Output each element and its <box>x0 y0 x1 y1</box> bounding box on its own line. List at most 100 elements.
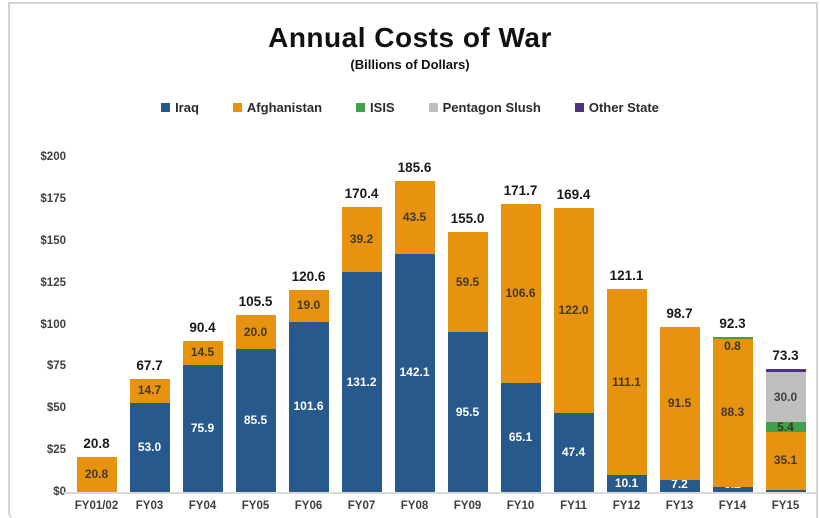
bar-segment-label: 47.4 <box>561 444 586 459</box>
x-axis-label: FY15 <box>771 500 800 512</box>
bar-segment-label: 39.2 <box>349 231 374 246</box>
legend-item-other-state: Other State <box>574 100 659 115</box>
bar-segment-label: 7.2 <box>671 476 688 491</box>
bar-segment <box>712 337 753 339</box>
x-axis-label: FY08 <box>400 500 429 512</box>
x-axis-label: FY01/02 <box>74 500 119 512</box>
x-axis-label: FY14 <box>718 500 747 512</box>
bar-segment <box>341 206 382 273</box>
bar-segment-label: 35.1 <box>773 453 798 468</box>
bar-total-label: 90.4 <box>189 319 216 335</box>
bar-segment-label: 0.8 <box>724 338 741 353</box>
x-axis-label: FY10 <box>506 500 535 512</box>
bar-segment <box>341 272 382 492</box>
y-axis-label: $200 <box>40 151 66 163</box>
x-axis-label: FY06 <box>294 500 323 512</box>
bar-segment <box>235 315 276 349</box>
x-axis-line <box>64 492 818 494</box>
bar-segment <box>288 321 329 492</box>
bar-segment <box>182 364 223 492</box>
x-axis-label: FY07 <box>347 500 376 512</box>
bar-segment <box>235 348 276 492</box>
bar-segment <box>553 208 594 413</box>
bar-segment-label: 111.1 <box>612 374 641 389</box>
bar-segment <box>76 457 117 492</box>
bar-segment-label: 131.2 <box>346 374 377 389</box>
bar-total-label: 155.0 <box>450 211 485 227</box>
bar-segment-label: 53.0 <box>137 440 162 455</box>
chart-title: Annual Costs of War <box>268 22 552 53</box>
x-axis-label: FY09 <box>453 500 482 512</box>
legend-label: Other State <box>588 100 659 115</box>
chart-legend: Iraq Afghanistan ISIS Pentagon Slush Other S… <box>0 100 820 115</box>
bar-segment-label: 106.6 <box>505 286 536 301</box>
bar-total-label: 169.4 <box>556 187 591 203</box>
bar-segment <box>659 479 700 492</box>
chart-subtitle: (Billions of Dollars) <box>350 57 470 72</box>
y-axis-label: $150 <box>40 234 66 247</box>
bar-segment-label: 14.7 <box>137 383 162 398</box>
bar-total-label: 121.1 <box>609 268 644 284</box>
bar-segment <box>765 372 806 423</box>
legend-label: Pentagon Slush <box>442 100 541 115</box>
x-axis-label: FY05 <box>241 500 270 512</box>
bar-segment-label: 30.0 <box>773 389 798 404</box>
bar-segment-label: 95.5 <box>455 404 480 419</box>
bar-segment <box>765 369 806 373</box>
y-axis-label: $125 <box>40 276 66 289</box>
y-axis-label: $100 <box>40 318 66 331</box>
x-axis-label: FY04 <box>188 500 217 512</box>
legend-color-chip <box>161 103 171 112</box>
bar-segment-label: 19.0 <box>296 298 321 313</box>
bar-segment <box>765 422 806 432</box>
legend-color-chip <box>232 103 242 112</box>
legend-item-isis: ISIS <box>356 100 395 115</box>
bar-segment <box>394 253 435 492</box>
bar-segment-label: 122.0 <box>558 302 589 317</box>
bar-segment <box>129 403 170 492</box>
bar-segment-label: 59.5 <box>455 274 480 289</box>
bar-segment <box>500 204 541 383</box>
legend-item-iraq: Iraq <box>161 100 199 115</box>
bar-segment-label: 43.5 <box>402 210 427 225</box>
bar-segment <box>553 412 594 492</box>
legend-item-pentagon-slush: Pentagon Slush <box>428 100 541 115</box>
bar-segment <box>765 490 806 492</box>
bar-segment-label: 88.3 <box>720 405 745 420</box>
bar-segment-label: 20.8 <box>84 467 109 482</box>
bar-total-label: 170.4 <box>344 185 379 201</box>
bar-segment-label: 5.4 <box>777 419 794 434</box>
bar-total-label: 92.3 <box>719 316 746 332</box>
bar-segment <box>394 181 435 254</box>
bar-segment-label: 10.1 <box>614 476 639 491</box>
bar-segment <box>606 288 647 476</box>
bar-total-label: 185.6 <box>397 160 432 176</box>
y-axis-label: $0 <box>53 486 66 498</box>
bar-total-label: 171.7 <box>503 183 538 199</box>
bar-segment <box>712 338 753 487</box>
y-axis-label: $175 <box>40 192 66 205</box>
x-axis-label: FY13 <box>665 500 694 512</box>
bar-total-label: 98.7 <box>666 305 693 321</box>
bar-total-label: 67.7 <box>136 357 163 373</box>
bar-segment <box>712 486 753 492</box>
y-axis-label: $25 <box>46 444 66 457</box>
x-axis-label: FY12 <box>612 500 641 512</box>
bar-segment <box>765 431 806 491</box>
legend-color-chip <box>356 103 366 112</box>
x-axis-label: FY03 <box>135 500 164 512</box>
bar-total-label: 20.8 <box>83 436 110 452</box>
bar-total-label: 105.5 <box>238 294 273 310</box>
legend-label: Iraq <box>175 100 199 115</box>
bar-segment-label: 14.5 <box>190 345 215 360</box>
legend-label: ISIS <box>370 100 395 115</box>
bar-segment <box>182 340 223 365</box>
bar-segment <box>129 378 170 404</box>
legend-color-chip <box>574 103 584 112</box>
bar-segment-label: 75.9 <box>190 420 215 435</box>
bar-segment <box>447 332 488 492</box>
legend-color-chip <box>428 103 438 112</box>
bar-segment-label: 85.5 <box>243 412 268 427</box>
